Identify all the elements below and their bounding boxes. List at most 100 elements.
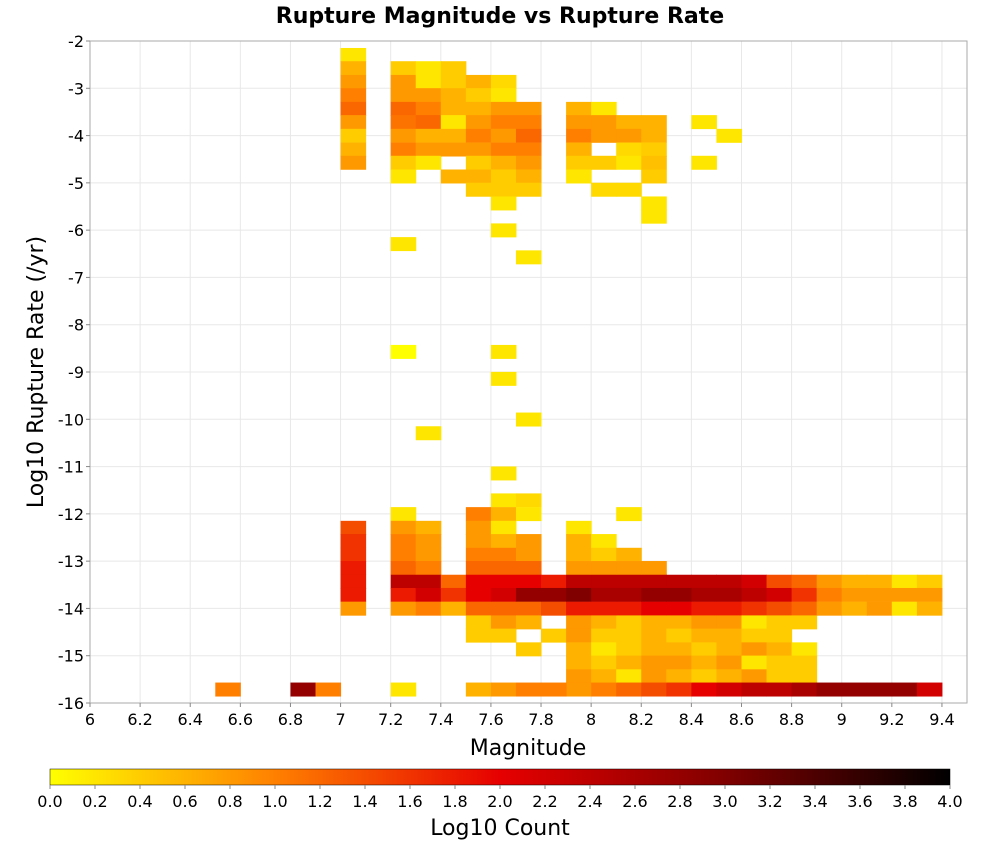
colorbar-tick-label: 3.4 <box>802 792 827 811</box>
heatmap-cell <box>566 520 592 535</box>
colorbar-tick-label: 2.0 <box>487 792 512 811</box>
heatmap-cell <box>691 655 717 670</box>
heatmap-cell <box>465 128 492 143</box>
heatmap-cell <box>515 615 542 630</box>
heatmap-cell <box>916 601 943 616</box>
x-tick-label: 6.8 <box>278 710 303 729</box>
heatmap-cell <box>766 628 793 643</box>
heatmap-cell <box>591 115 617 130</box>
heatmap-cell <box>791 615 818 630</box>
heatmap-cell <box>465 74 492 89</box>
heatmap-cell <box>390 169 417 184</box>
heatmap-cell <box>515 142 542 157</box>
heatmap-cell <box>415 426 442 441</box>
heatmap-cell <box>440 61 467 76</box>
heatmap-cell <box>616 561 642 576</box>
heatmap-cell <box>465 574 492 589</box>
heatmap-cell <box>440 88 467 103</box>
heatmap-cell <box>340 520 367 535</box>
y-tick-label: -7 <box>68 268 84 287</box>
colorbar-tick-label: 2.4 <box>577 792 602 811</box>
colorbar-tick-label: 3.8 <box>892 792 917 811</box>
heatmap-cell <box>390 128 417 143</box>
heatmap-cell <box>616 615 642 630</box>
heatmap-cell <box>716 669 742 684</box>
y-tick-label: -5 <box>68 174 84 193</box>
heatmap-cell <box>641 655 667 670</box>
heatmap-cell <box>415 587 442 602</box>
heatmap-cell <box>716 587 742 602</box>
heatmap-cell <box>741 642 768 657</box>
heatmap-cell <box>490 182 517 197</box>
heatmap-cell <box>465 534 492 549</box>
heatmap-cell <box>566 128 592 143</box>
heatmap-cell <box>716 682 742 697</box>
heatmap-cell <box>490 601 517 616</box>
heatmap-cell <box>440 115 467 130</box>
heatmap-cell <box>340 128 367 143</box>
heatmap-cell <box>641 669 667 684</box>
heatmap-cell <box>390 344 417 359</box>
heatmap-cell <box>490 101 517 116</box>
colorbar-tick-label: 2.8 <box>667 792 692 811</box>
heatmap-cell <box>515 493 542 508</box>
heatmap-cell <box>741 682 768 697</box>
heatmap-cell <box>340 115 367 130</box>
heatmap-cell <box>766 682 793 697</box>
heatmap-cell <box>490 88 517 103</box>
heatmap-cell <box>490 547 517 562</box>
heatmap-cell <box>616 574 642 589</box>
heatmap-cell <box>465 142 492 157</box>
heatmap-cell <box>515 115 542 130</box>
heatmap-cell <box>340 74 367 89</box>
heatmap-cell <box>791 601 818 616</box>
heatmap-cell <box>490 155 517 170</box>
heatmap-cell <box>641 615 667 630</box>
heatmap-cell <box>791 642 818 657</box>
heatmap-cell <box>390 682 417 697</box>
heatmap-cell <box>616 642 642 657</box>
y-tick-label: -11 <box>58 458 84 477</box>
heatmap-cell <box>741 628 768 643</box>
heatmap-cell <box>566 155 592 170</box>
heatmap-cell <box>340 547 367 562</box>
y-tick-label: -16 <box>58 694 84 713</box>
heatmap-cell <box>641 642 667 657</box>
heatmap-cell <box>440 587 467 602</box>
heatmap-cell <box>891 587 918 602</box>
heatmap-cell <box>490 682 517 697</box>
heatmap-cell <box>390 587 417 602</box>
y-tick-label: -4 <box>68 127 84 146</box>
heatmap-cell <box>666 682 692 697</box>
heatmap-cell <box>641 682 667 697</box>
heatmap-cell <box>490 615 517 630</box>
y-axis-label: Log10 Rupture Rate (/yr) <box>24 236 49 508</box>
heatmap-cell <box>490 534 517 549</box>
heatmap-cell <box>866 682 893 697</box>
heatmap-cell <box>641 142 667 157</box>
y-tick-label: -12 <box>58 505 84 524</box>
heatmap-cell <box>290 682 317 697</box>
heatmap-cell <box>791 574 818 589</box>
heatmap-cell <box>716 655 742 670</box>
heatmap-cell <box>465 587 492 602</box>
colorbar-tick-label: 1.4 <box>352 792 377 811</box>
heatmap-cell <box>666 642 692 657</box>
heatmap-cell <box>691 574 717 589</box>
heatmap-cell <box>390 601 417 616</box>
chart-title: Rupture Magnitude vs Rupture Rate <box>276 4 724 29</box>
heatmap-cell <box>591 655 617 670</box>
heatmap-cell <box>465 155 492 170</box>
heatmap-cell <box>415 601 442 616</box>
heatmap-cell <box>390 520 417 535</box>
heatmap-cell <box>490 520 517 535</box>
heatmap-cell <box>716 615 742 630</box>
heatmap-cell <box>591 128 617 143</box>
heatmap-cell <box>490 344 517 359</box>
heatmap-cell <box>591 561 617 576</box>
heatmap-cell <box>566 669 592 684</box>
colorbar-tick-label: 4.0 <box>937 792 962 811</box>
heatmap-cell <box>616 128 642 143</box>
heatmap-cell <box>566 642 592 657</box>
heatmap-cell <box>415 520 442 535</box>
